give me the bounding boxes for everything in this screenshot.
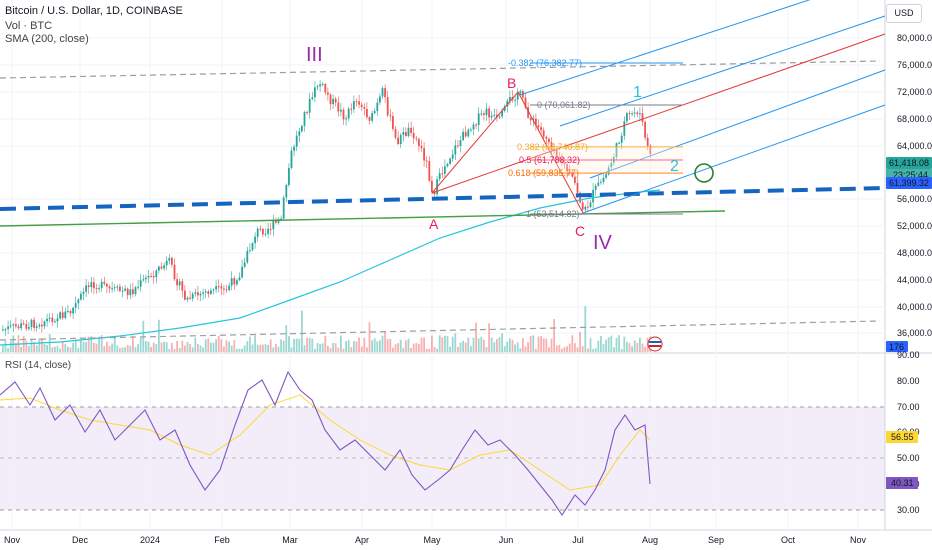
- rsi-ma-badge: [886, 431, 918, 443]
- candlestick-series: [2, 80, 652, 336]
- time-tick-label: Jun: [499, 535, 514, 545]
- fib-label-1: 1 (53,514.82): [526, 209, 580, 219]
- time-tick-label: Oct: [781, 535, 796, 545]
- price-tick-label: 80,000.00: [897, 33, 932, 43]
- fib-label-0382: 0.382 (63,740.87): [517, 142, 588, 152]
- price-tick-label: 48,000.00: [897, 248, 932, 258]
- wave-label-a: A: [429, 216, 439, 232]
- fib-label-05: 0.5 (61,788.32): [519, 155, 580, 165]
- rsi-ma-badge-text: 56.55: [891, 432, 914, 442]
- rsi-value-badge: [886, 477, 918, 489]
- price-tick-label: 52,000.00: [897, 221, 932, 231]
- event-flag-icon[interactable]: [647, 336, 663, 352]
- wave-label-b: B: [507, 75, 516, 91]
- volume-text: 176: [889, 342, 904, 352]
- wave-label-c: C: [575, 223, 585, 239]
- fib-label-0618: 0.618 (59,835.77): [508, 168, 579, 178]
- currency-button[interactable]: USD: [886, 4, 922, 23]
- price-axis[interactable]: 80,000.00 76,000.00 72,000.00 68,000.00 64,0…: [897, 33, 932, 338]
- time-tick-label: Feb: [214, 535, 230, 545]
- time-axis[interactable]: Nov Dec 2024 Feb Mar Apr May Jun Jul Aug Sep Oct Nov: [4, 535, 867, 545]
- price-tick-label: 72,000.00: [897, 87, 932, 97]
- rsi-tick-label: 70.00: [897, 402, 920, 412]
- price-tick-label: 44,000.00: [897, 275, 932, 285]
- volume-bars: [2, 306, 652, 352]
- price-tick-label: 56,000.00: [897, 194, 932, 204]
- rsi-tick-label: 90.00: [897, 350, 920, 360]
- bar-countdown-text: 23:25:44: [893, 170, 928, 180]
- rsi-tick-label: 80.00: [897, 376, 920, 386]
- rsi-line: [0, 370, 651, 517]
- resistance-dashed-line: [0, 60, 881, 79]
- wave-label-iii: III: [306, 44, 323, 66]
- volume-badge: [886, 341, 908, 352]
- rsi-value-badge-text: 40.31: [891, 478, 914, 488]
- symbol-title[interactable]: Bitcoin / U.S. Dollar, 1D, COINBASE: [5, 5, 183, 17]
- rsi-legend[interactable]: RSI (14, close): [5, 360, 72, 371]
- time-tick-label: Apr: [355, 535, 369, 545]
- volume-legend[interactable]: Vol · BTC: [5, 20, 53, 32]
- last-price-text: 61,418.08: [889, 158, 929, 168]
- wave-label-1: 1: [633, 84, 642, 101]
- price-tick-label: 76,000.00: [897, 60, 932, 70]
- fib-label-0: 0 (70,061.82): [537, 100, 591, 110]
- time-tick-label: Nov: [850, 535, 867, 545]
- price-tick-label: 36,000.00: [897, 328, 932, 338]
- price-tick-label: 64,000.00: [897, 141, 932, 151]
- sma-price-text: 61,399.32: [889, 178, 929, 188]
- fib-retracement: [530, 62, 683, 215]
- time-tick-label: Sep: [708, 535, 724, 545]
- last-price-badge: [886, 157, 932, 169]
- rsi-tick-label: 50.00: [897, 453, 920, 463]
- wave-label-2: 2: [670, 158, 679, 175]
- sma-legend[interactable]: SMA (200, close): [5, 33, 89, 45]
- rsi-tick-label: 30.00: [897, 505, 920, 515]
- time-tick-label: Nov: [4, 535, 21, 545]
- time-tick-label: Mar: [282, 535, 298, 545]
- pitchfork-channel: [431, 0, 886, 214]
- price-grid: [0, 0, 885, 530]
- support-dashed-line: [0, 320, 881, 341]
- fib-label-neg0382: -0.382 (76,382.77): [508, 58, 582, 68]
- time-tick-label: May: [423, 535, 441, 545]
- time-tick-label: Dec: [72, 535, 89, 545]
- sma-price-badge: [886, 177, 932, 189]
- target-circle: [694, 163, 714, 183]
- trend-dashed-line: [0, 186, 886, 211]
- time-tick-label: Aug: [642, 535, 658, 545]
- price-tick-label: 68,000.00: [897, 114, 932, 124]
- time-tick-label: Jul: [572, 535, 584, 545]
- sma-200-line: [0, 189, 661, 346]
- wave-label-iv: IV: [593, 232, 613, 254]
- price-tick-label: 40,000.00: [897, 302, 932, 312]
- time-tick-label: 2024: [140, 535, 160, 545]
- rsi-ma-line: [0, 394, 651, 491]
